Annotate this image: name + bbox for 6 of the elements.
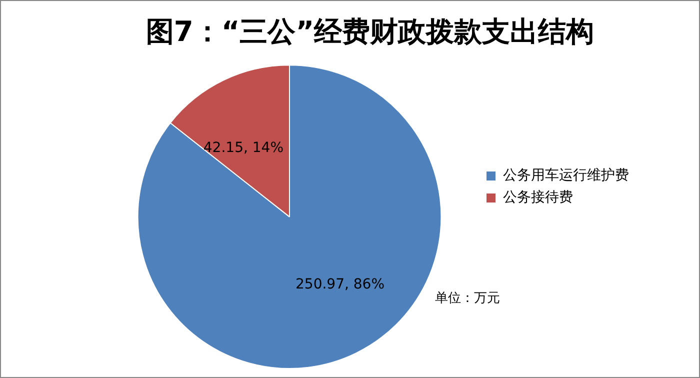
legend-label: 公务用车运行维护费: [503, 168, 629, 184]
chart-title: 图7：“三公”经费财政拨款支出结构: [146, 15, 594, 48]
legend-label: 公务接待费: [503, 190, 573, 206]
text: 单位：万元: [435, 290, 500, 307]
data-label: 42.15, 14%: [203, 140, 284, 156]
data-label: 250.97, 86%: [295, 276, 385, 293]
